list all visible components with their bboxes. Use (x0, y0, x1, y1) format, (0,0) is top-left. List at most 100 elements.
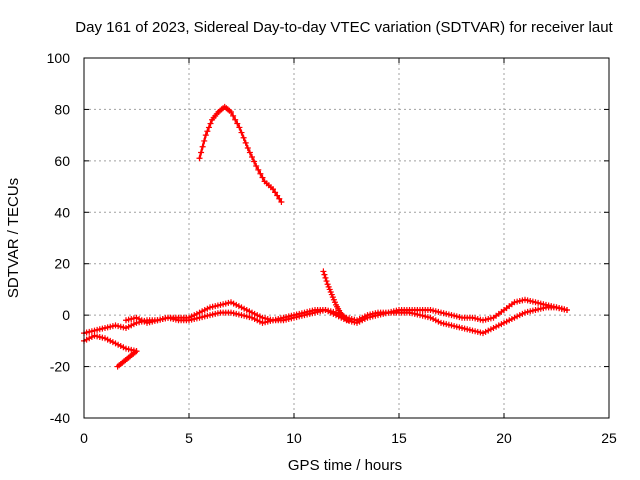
data-point (236, 124, 243, 131)
data-point (519, 297, 526, 304)
data-point (477, 329, 484, 336)
data-point (230, 310, 237, 317)
data-point (527, 298, 534, 304)
x-tick-label: 15 (391, 430, 407, 446)
data-point (535, 306, 542, 313)
data-point (154, 317, 161, 324)
data-point (191, 316, 198, 322)
data-point (204, 312, 211, 319)
data-point (369, 313, 376, 320)
data-point (448, 312, 455, 319)
data-point (409, 310, 416, 317)
data-point (322, 274, 329, 281)
data-point (128, 316, 135, 322)
data-point (537, 305, 544, 312)
data-point (464, 326, 471, 333)
data-point (309, 310, 316, 317)
data-point (503, 318, 510, 325)
plot-frame (83, 57, 610, 419)
data-point (522, 296, 528, 303)
y-axis-title: SDTVAR / TECUs (5, 178, 22, 298)
data-point (201, 307, 208, 313)
data-point (524, 297, 531, 304)
data-point (196, 314, 203, 321)
data-point (109, 339, 116, 346)
data-point (251, 158, 258, 165)
data-point (254, 317, 261, 324)
grid (84, 58, 609, 418)
data-point (91, 327, 98, 334)
data-point (306, 310, 313, 317)
data-point (199, 308, 206, 315)
data-point (243, 313, 250, 320)
data-point (133, 348, 140, 355)
data-point (367, 314, 374, 321)
data-point (102, 335, 108, 342)
data-point (188, 316, 195, 323)
data-point (422, 313, 429, 320)
y-tick-label: 60 (54, 153, 70, 169)
data-point (228, 309, 234, 316)
data-point (94, 326, 101, 333)
data-point (91, 332, 98, 339)
data-point (243, 307, 250, 313)
data-point (406, 309, 413, 316)
data-point (209, 311, 216, 318)
data-point (323, 278, 330, 285)
data-point (244, 145, 251, 151)
data-point (233, 301, 240, 308)
data-point (112, 340, 119, 347)
data-point (298, 312, 305, 319)
data-point (238, 304, 245, 311)
data-point (255, 166, 262, 173)
data-point (130, 321, 137, 328)
data-point (466, 326, 473, 333)
data-point (123, 317, 129, 324)
data-point (348, 318, 355, 325)
data-point (199, 143, 206, 150)
data-point (254, 312, 261, 319)
data-point (432, 317, 439, 324)
data-point (443, 310, 450, 317)
data-point (157, 316, 164, 323)
data-point (115, 323, 122, 330)
data-point (170, 316, 177, 322)
data-point (561, 306, 568, 313)
data-point (432, 308, 439, 315)
data-point (529, 298, 536, 305)
data-point (120, 344, 127, 351)
data-point (246, 149, 253, 156)
data-point (472, 328, 479, 335)
data-series (81, 103, 570, 370)
data-point (375, 312, 381, 319)
data-point (96, 326, 103, 333)
data-point (130, 315, 137, 322)
data-point (278, 199, 285, 205)
data-point (202, 132, 209, 139)
data-point (205, 124, 212, 131)
data-point (333, 312, 339, 319)
data-point (107, 337, 114, 344)
data-point (430, 316, 437, 322)
data-point (133, 314, 140, 321)
data-point (314, 308, 321, 315)
data-point (83, 336, 90, 343)
data-point (453, 313, 460, 320)
data-point (480, 317, 486, 324)
data-point (540, 305, 547, 312)
data-point (291, 314, 297, 321)
data-point (151, 317, 158, 324)
data-point (427, 314, 434, 321)
data-point (435, 318, 442, 325)
data-point (120, 324, 127, 331)
data-point (372, 312, 379, 319)
data-point (527, 308, 534, 315)
data-point (204, 305, 211, 312)
data-point (230, 112, 237, 119)
data-point (107, 323, 114, 330)
data-point (251, 310, 258, 317)
data-point (529, 307, 536, 314)
data-point (238, 129, 245, 136)
data-point (193, 315, 200, 322)
data-point (207, 304, 213, 311)
